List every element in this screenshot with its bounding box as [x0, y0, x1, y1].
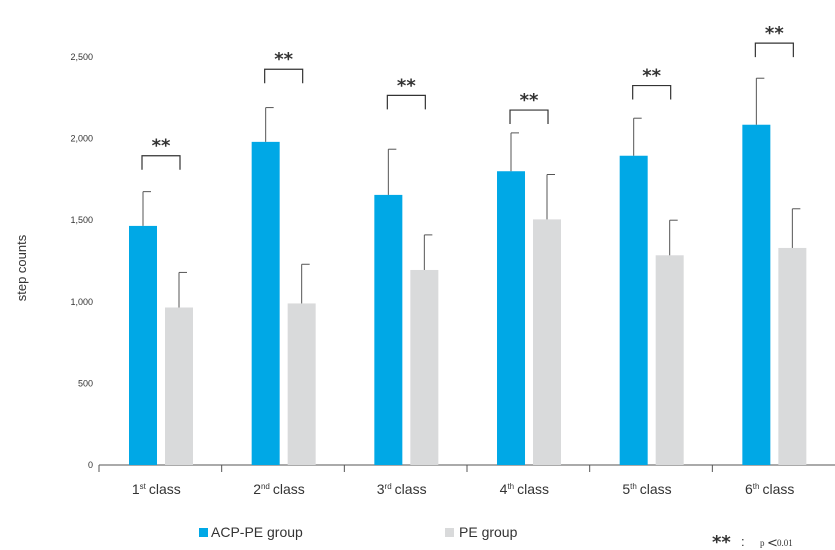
bar-acp-pe-5: [619, 155, 648, 465]
significance-bracket-4: [509, 109, 549, 125]
axes: [98, 464, 835, 472]
significance-mark-1: **: [152, 136, 171, 157]
significance-bracket-1: [141, 155, 181, 170]
significance-bracket-3: [386, 94, 426, 110]
bar-pe-3: [410, 269, 439, 465]
y-axis-ticks: 0 500 1,000 1,500 2,000 2,500: [70, 52, 93, 470]
note-value: 0.01: [777, 538, 793, 548]
bar-pe-4: [533, 219, 562, 465]
note-lt: <: [767, 536, 778, 550]
significance-mark-5: **: [642, 66, 661, 87]
x-tick-label-3: 3rd class: [377, 481, 427, 497]
y-tick-label-2: 1,000: [70, 297, 93, 307]
bar-pe-6: [778, 247, 807, 465]
y-tick-label-0: 0: [88, 460, 93, 470]
bar-pe-5: [655, 255, 684, 465]
bars: [129, 124, 807, 466]
x-tick-label-6: 6th class: [745, 481, 794, 497]
legend-label-pe: PE group: [459, 524, 518, 540]
bar-acp-pe-4: [497, 171, 526, 466]
note-mark: **: [712, 532, 731, 550]
significance-mark-2: **: [274, 49, 293, 70]
bar-pe-1: [165, 307, 193, 465]
significance-mark-4: **: [520, 90, 539, 111]
significance-brackets: ** ** ** ** ** **: [141, 23, 794, 170]
note-p: p: [760, 538, 765, 548]
legend: ACP-PE group PE group: [199, 524, 518, 540]
x-tick-label-2: 2nd class: [253, 481, 305, 497]
y-tick-label-1: 500: [78, 378, 93, 388]
note-colon: :: [741, 534, 745, 549]
bar-pe-2: [287, 303, 316, 465]
y-tick-label-4: 2,000: [70, 134, 93, 144]
significance-note: ** : p < 0.01: [712, 532, 793, 550]
x-axis-category-labels: 1st class 2nd class 3rd class 4th class 5th class…: [132, 481, 795, 497]
legend-swatch-pe: [445, 528, 454, 537]
bar-acp-pe-6: [742, 124, 771, 465]
y-axis-title: step counts: [14, 234, 29, 301]
x-tick-label-4: 4th class: [500, 481, 549, 497]
significance-bracket-5: [632, 84, 672, 100]
x-tick-label-1: 1st class: [132, 481, 181, 497]
significance-bracket-2: [264, 68, 304, 84]
bar-acp-pe-3: [374, 194, 403, 466]
bar-acp-pe-2: [251, 141, 280, 465]
x-tick-label-5: 5th class: [622, 481, 671, 497]
significance-mark-3: **: [397, 75, 416, 96]
legend-label-acp-pe: ACP-PE group: [211, 524, 303, 540]
bar-acp-pe-1: [129, 225, 157, 465]
y-tick-label-3: 1,500: [70, 215, 93, 225]
legend-swatch-acp-pe: [199, 528, 208, 537]
y-tick-label-5: 2,500: [70, 52, 93, 62]
significance-mark-6: **: [765, 23, 784, 44]
error-bars: [142, 77, 801, 308]
significance-bracket-6: [754, 42, 794, 58]
